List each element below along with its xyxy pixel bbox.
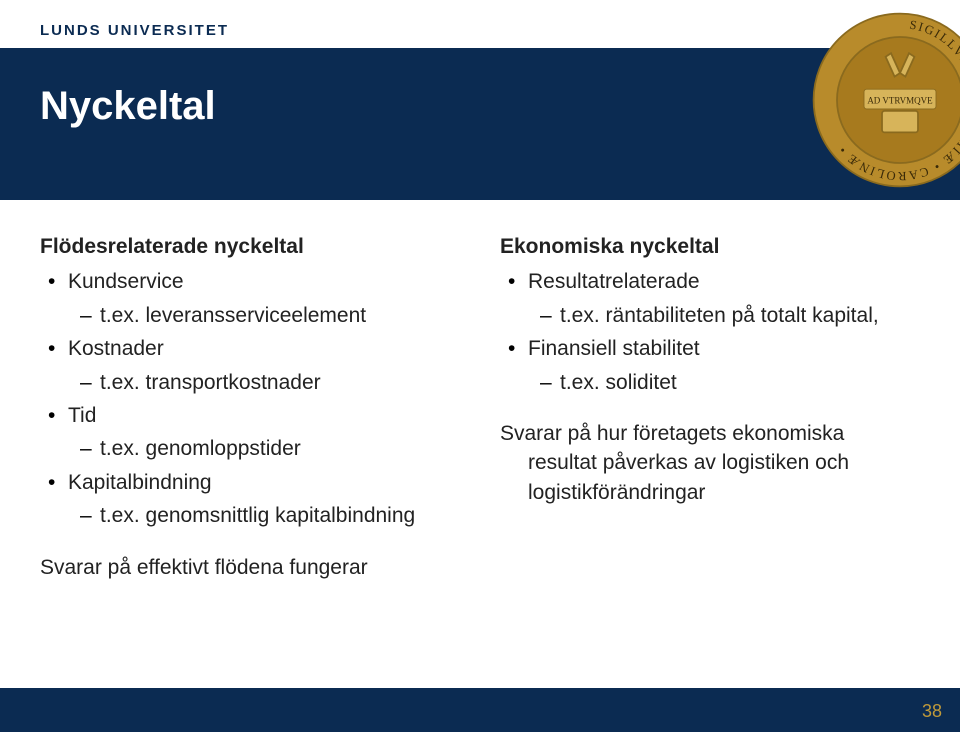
left-item-sub: t.ex. leveransserviceelement	[40, 301, 460, 330]
right-column: Ekonomiska nyckeltal Resultatrelaterade …	[500, 232, 920, 582]
left-item-label: Tid	[40, 401, 460, 430]
left-column: Flödesrelaterade nyckeltal Kundservice t…	[40, 232, 460, 582]
page-number: 38	[922, 701, 942, 722]
slide-title: Nyckeltal	[40, 84, 216, 129]
seal-center-text: AD VTRVMQVE	[867, 96, 933, 106]
left-item-label: Kostnader	[40, 334, 460, 363]
left-item-sub: t.ex. genomloppstider	[40, 434, 460, 463]
university-name: LUNDS UNIVERSITET	[40, 22, 229, 39]
right-list: Resultatrelaterade t.ex. räntabiliteten …	[500, 267, 920, 397]
bottom-band: 38	[0, 688, 960, 732]
left-footer: Svarar på effektivt flödena fungerar	[40, 553, 460, 582]
body: Flödesrelaterade nyckeltal Kundservice t…	[40, 232, 920, 582]
left-item-sub: t.ex. transportkostnader	[40, 368, 460, 397]
right-footer-line: resultat påverkas av logistiken och	[500, 448, 920, 477]
left-heading: Flödesrelaterade nyckeltal	[40, 232, 460, 261]
right-item-sub: t.ex. soliditet	[500, 368, 920, 397]
left-item-label: Kundservice	[40, 267, 460, 296]
left-list: Kundservice t.ex. leveransserviceelement…	[40, 267, 460, 530]
seal-wrap: SIGILLVM • ACADEMIÆ • CAROLINÆ • AD VTRV…	[800, 0, 960, 200]
university-seal-icon: SIGILLVM • ACADEMIÆ • CAROLINÆ • AD VTRV…	[810, 10, 960, 190]
right-footer: Svarar på hur företagets ekonomiska resu…	[500, 419, 920, 507]
right-item-label: Finansiell stabilitet	[500, 334, 920, 363]
left-item-sub: t.ex. genomsnittlig kapitalbindning	[40, 501, 460, 530]
right-footer-line: Svarar på hur företagets ekonomiska	[500, 419, 920, 448]
right-footer-line: logistikförändringar	[500, 478, 920, 507]
slide: LUNDS UNIVERSITET Nyckeltal SIGILLVM • A…	[0, 0, 960, 732]
right-heading: Ekonomiska nyckeltal	[500, 232, 920, 261]
right-item-sub: t.ex. räntabiliteten på totalt kapital,	[500, 301, 920, 330]
left-item-label: Kapitalbindning	[40, 468, 460, 497]
right-item-label: Resultatrelaterade	[500, 267, 920, 296]
